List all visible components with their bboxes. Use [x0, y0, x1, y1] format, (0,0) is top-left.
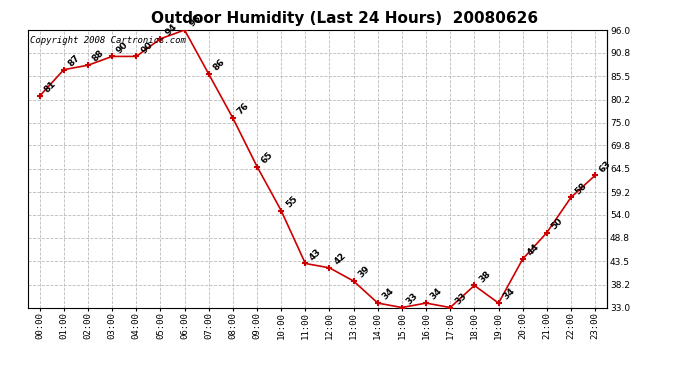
Text: 88: 88	[91, 49, 106, 64]
Text: 81: 81	[43, 80, 58, 94]
Text: 43: 43	[308, 247, 324, 262]
Text: 90: 90	[115, 40, 130, 55]
Text: 76: 76	[236, 101, 251, 117]
Text: 65: 65	[260, 150, 275, 165]
Text: 55: 55	[284, 194, 299, 209]
Text: 44: 44	[526, 242, 541, 258]
Text: 34: 34	[502, 286, 517, 302]
Text: Copyright 2008 Cartronics.com: Copyright 2008 Cartronics.com	[30, 36, 186, 45]
Text: 63: 63	[598, 159, 613, 174]
Text: 50: 50	[550, 216, 564, 231]
Text: 34: 34	[429, 286, 444, 302]
Text: 38: 38	[477, 269, 493, 284]
Text: 58: 58	[574, 181, 589, 196]
Text: 33: 33	[453, 291, 469, 306]
Text: 39: 39	[357, 264, 372, 280]
Text: 94: 94	[164, 22, 179, 38]
Text: 96: 96	[188, 13, 203, 28]
Text: 90: 90	[139, 40, 155, 55]
Text: 33: 33	[405, 291, 420, 306]
Text: Outdoor Humidity (Last 24 Hours)  20080626: Outdoor Humidity (Last 24 Hours) 2008062…	[151, 11, 539, 26]
Text: 87: 87	[67, 53, 82, 68]
Text: 42: 42	[333, 251, 348, 267]
Text: 34: 34	[381, 286, 396, 302]
Text: 86: 86	[212, 57, 227, 73]
